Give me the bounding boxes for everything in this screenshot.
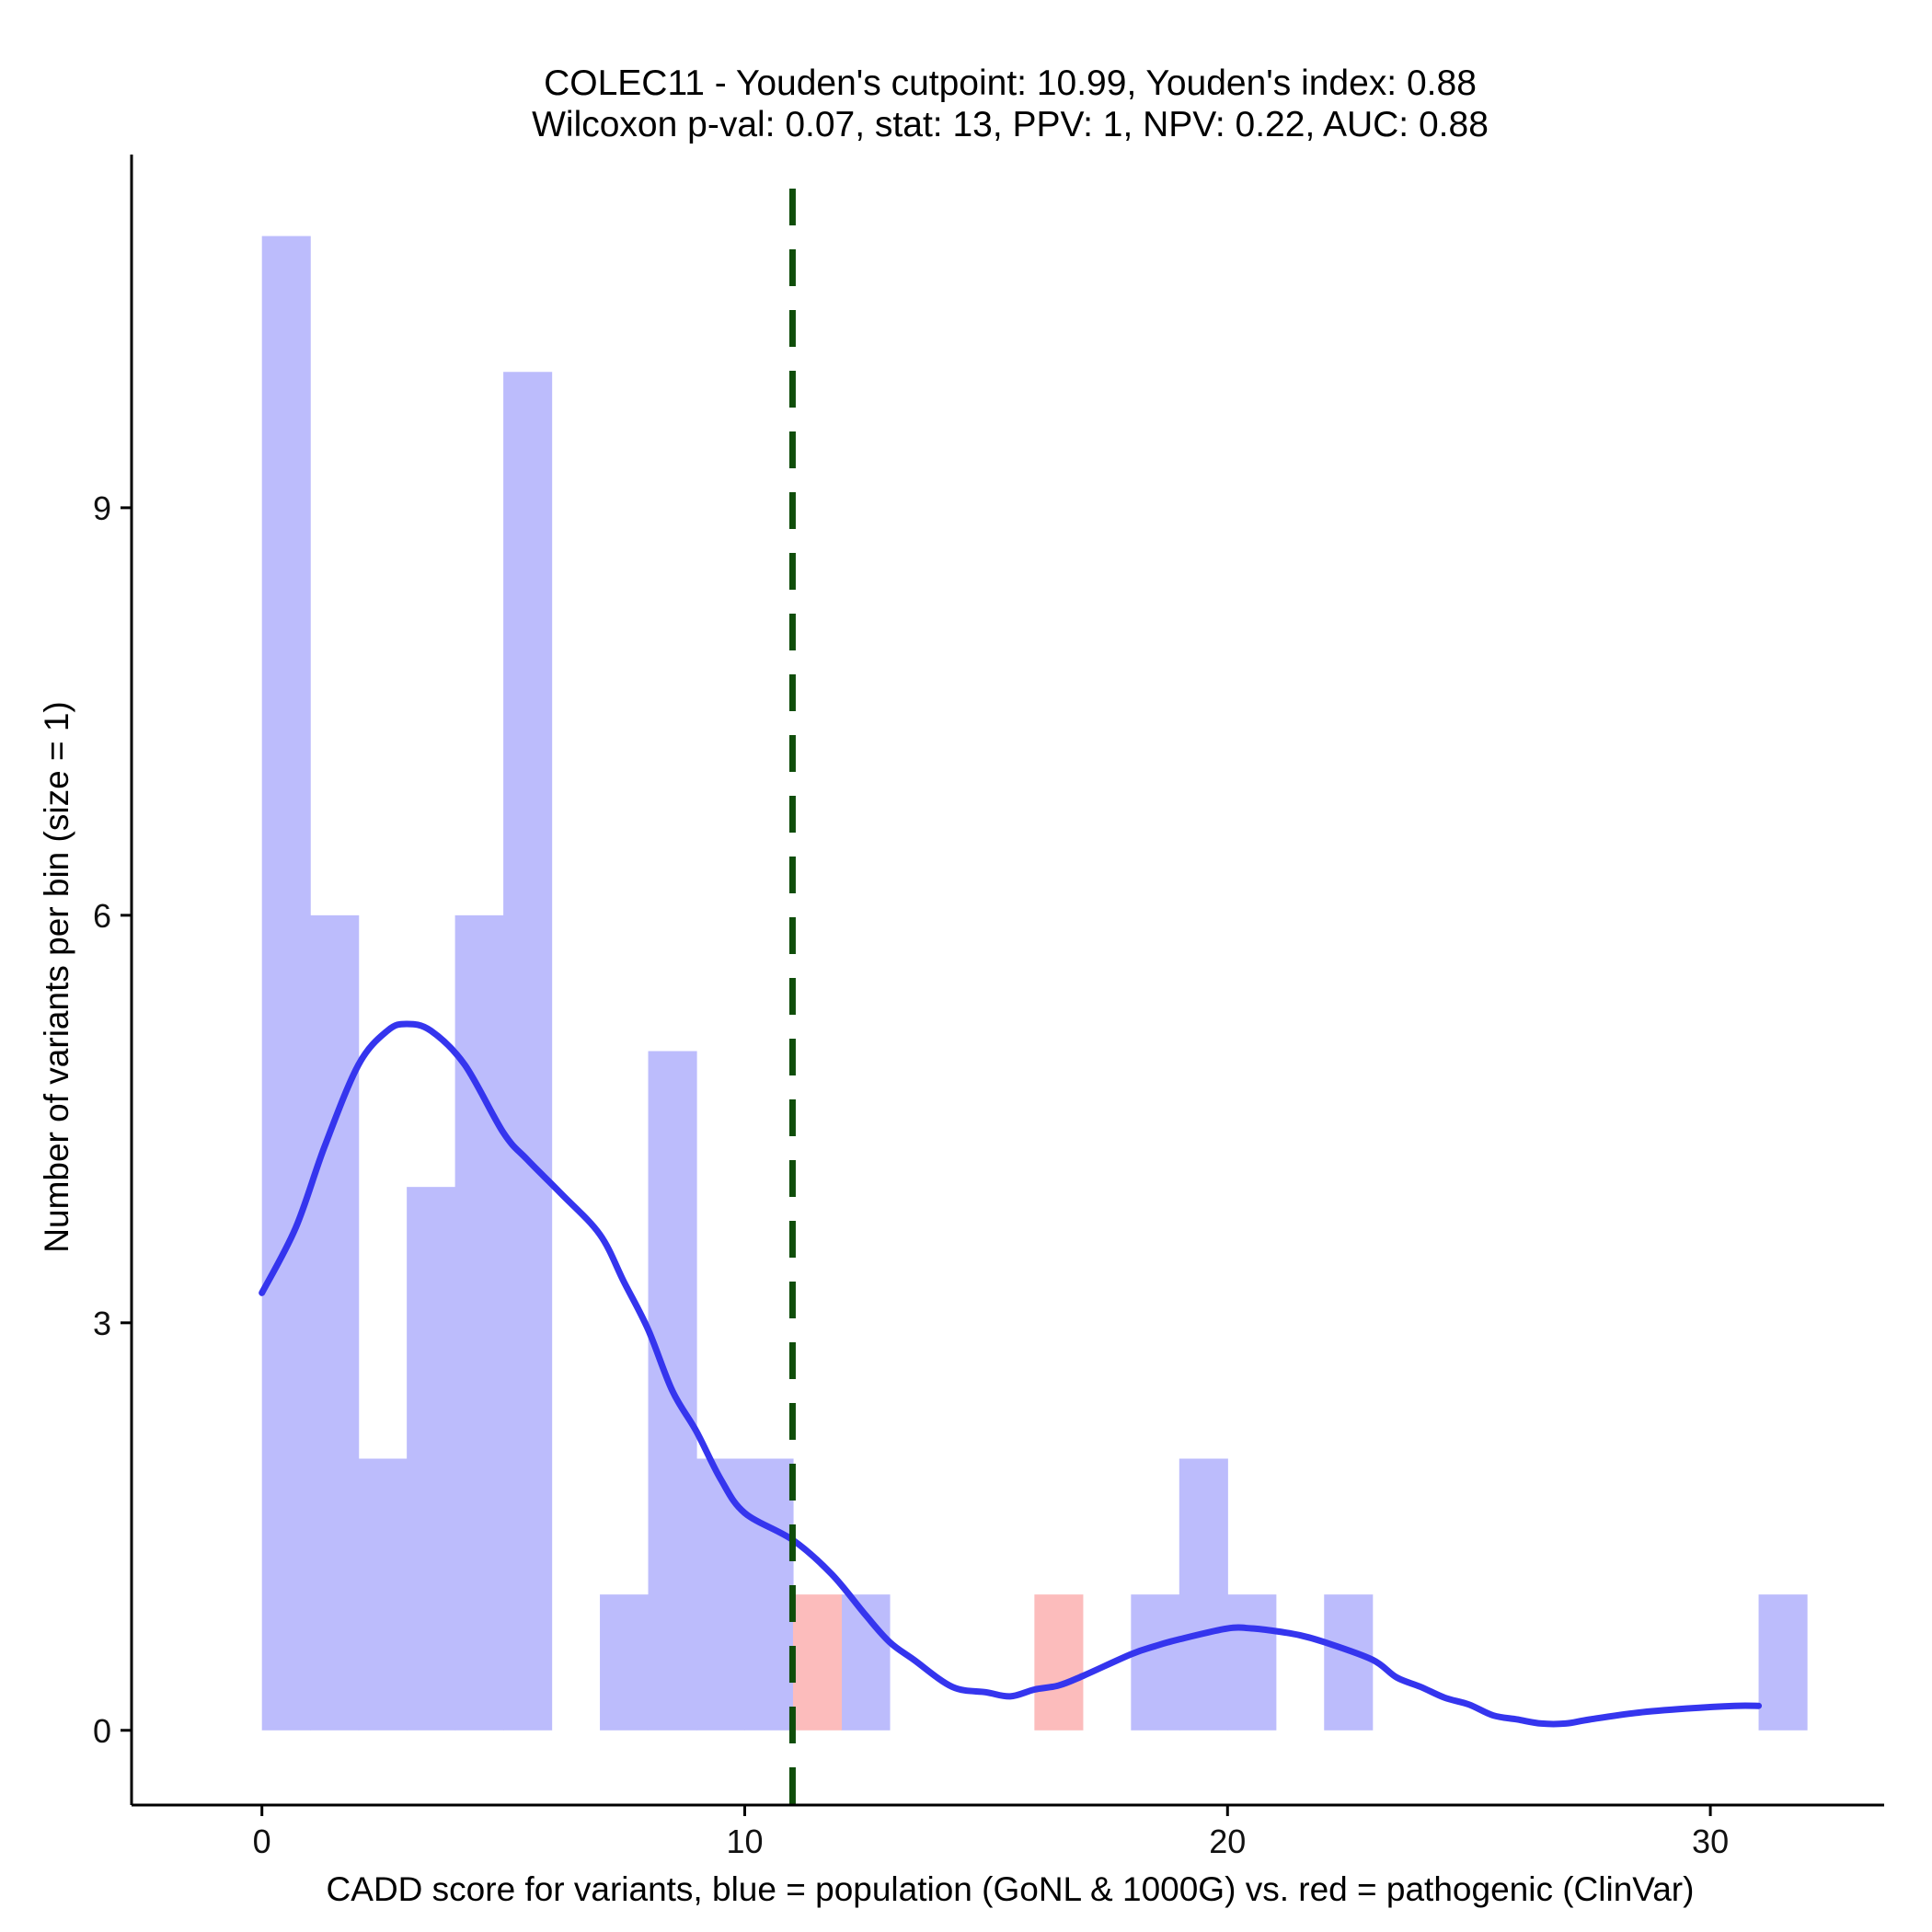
population-bar-31 — [1758, 1594, 1808, 1731]
y-tick-label: 3 — [93, 1305, 111, 1342]
population-bar-22 — [1324, 1594, 1374, 1731]
y-tick-label: 9 — [93, 489, 111, 527]
population-bar-3 — [407, 1187, 456, 1731]
population-bar-5 — [503, 372, 553, 1731]
population-bars — [261, 236, 1808, 1731]
y-axis-title: Number of variants per bin (size = 1) — [38, 701, 75, 1252]
pathogenic-bar-11 — [792, 1594, 843, 1731]
population-bar-7 — [600, 1594, 650, 1731]
x-axis-title: CADD score for variants, blue = populati… — [327, 1870, 1695, 1908]
y-tick-label: 6 — [93, 897, 111, 935]
population-bar-2 — [358, 1458, 408, 1731]
population-bar-4 — [454, 914, 504, 1731]
population-bar-9 — [696, 1458, 746, 1731]
population-bar-18 — [1131, 1594, 1180, 1731]
population-bar-20 — [1227, 1594, 1277, 1731]
population-bar-0 — [261, 236, 311, 1731]
chart-title-line-1: COLEC11 - Youden's cutpoint: 10.99, Youd… — [544, 63, 1477, 103]
population-bar-10 — [744, 1458, 794, 1731]
x-axis-ticks: 0 10 20 30 — [253, 1805, 1729, 1860]
density-curve — [259, 1020, 1763, 1728]
x-tick-label: 30 — [1692, 1823, 1729, 1860]
population-bar-19 — [1179, 1458, 1228, 1731]
y-tick-label: 0 — [93, 1712, 111, 1750]
pathogenic-bar-16 — [1034, 1594, 1084, 1731]
pathogenic-bars — [792, 1594, 1084, 1731]
y-axis-ticks: 0 3 6 9 — [93, 489, 132, 1750]
x-tick-label: 20 — [1209, 1823, 1246, 1860]
x-tick-label: 0 — [253, 1823, 271, 1860]
x-tick-label: 10 — [726, 1823, 763, 1860]
chart-title-line-2: Wilcoxon p-val: 0.07, stat: 13, PPV: 1, … — [532, 105, 1489, 144]
population-bar-1 — [310, 914, 360, 1731]
